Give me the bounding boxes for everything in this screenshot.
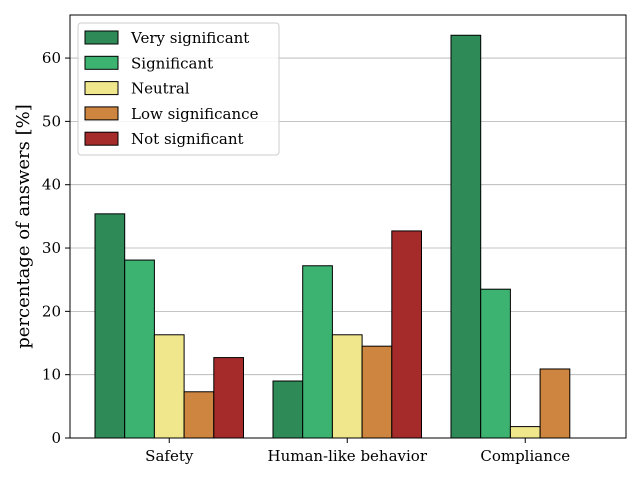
- bar: [480, 288, 511, 439]
- plot-frame: [69, 14, 627, 439]
- y-tick-label: 10: [42, 366, 61, 384]
- y-axis-label: percentage of answers [%]: [13, 104, 34, 349]
- bar: [153, 334, 185, 439]
- x-tick-label: Compliance: [480, 447, 570, 465]
- legend-swatch: [84, 131, 119, 146]
- legend-box: [77, 22, 280, 156]
- bar: [450, 34, 482, 439]
- y-axis-ticks: 0 10 20 30 40 50 60: [42, 49, 70, 447]
- legend-label: Neutral: [131, 80, 190, 98]
- bar: [302, 265, 333, 439]
- bar: [539, 368, 571, 439]
- legend-swatch: [84, 30, 119, 45]
- y-tick-label: 50: [42, 112, 61, 130]
- legend-label: Not significant: [131, 130, 244, 148]
- bar: [272, 380, 304, 439]
- y-tick-label: 60: [42, 49, 61, 67]
- bar: [331, 334, 363, 439]
- bar: [391, 230, 422, 439]
- legend-label: Significant: [131, 54, 213, 72]
- x-axis-ticks: Safety Human-like behavior Compliance: [145, 438, 570, 465]
- legend-swatch: [84, 106, 119, 121]
- legend: Very significant Significant Neutral Low si…: [77, 22, 280, 156]
- bar: [213, 357, 245, 439]
- bar: [183, 391, 215, 439]
- y-tick-label: 30: [42, 239, 61, 257]
- bars: [94, 34, 571, 439]
- legend-swatch: [84, 81, 119, 96]
- bar: [509, 426, 541, 439]
- y-tick-label: 0: [51, 429, 61, 447]
- y-tick-label: 20: [42, 302, 61, 320]
- x-tick-label: Human-like behavior: [267, 447, 427, 465]
- bar: [124, 259, 155, 439]
- legend-swatch: [84, 55, 119, 70]
- bar: [361, 345, 393, 439]
- legend-label: Low significance: [131, 105, 259, 123]
- bar: [94, 213, 126, 439]
- legend-label: Very significant: [130, 29, 249, 47]
- x-tick-label: Safety: [145, 447, 194, 465]
- y-tick-label: 40: [42, 176, 61, 194]
